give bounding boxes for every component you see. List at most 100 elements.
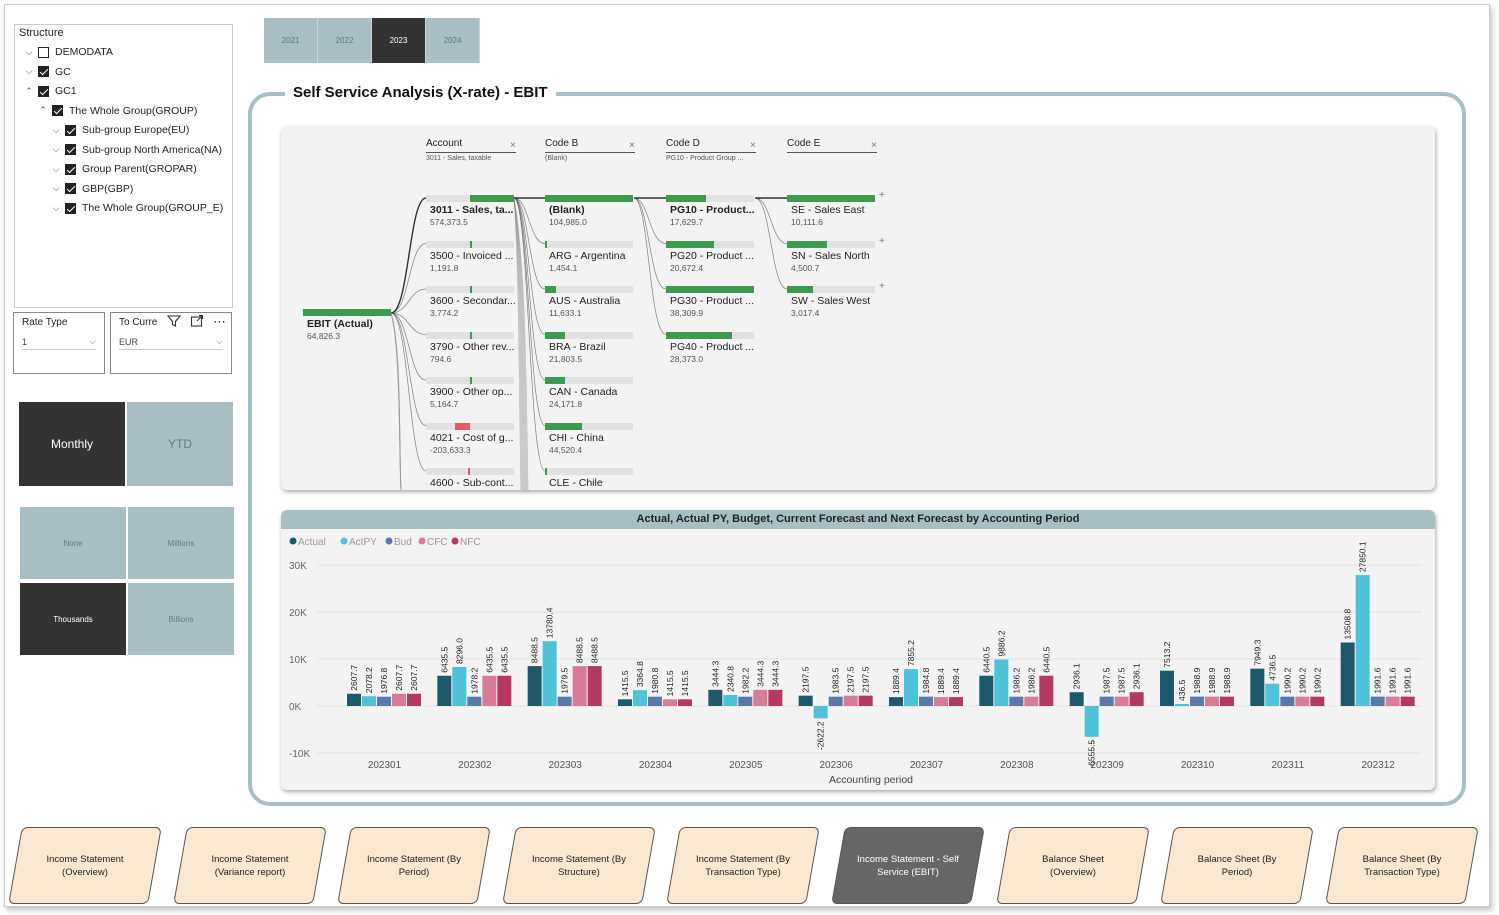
chevron-up-icon[interactable]: ⌃ — [39, 105, 47, 115]
bar[interactable] — [1175, 703, 1189, 706]
chevron-down-icon[interactable]: ⌵ — [52, 144, 60, 154]
scale-thousands-button[interactable]: Thousands — [20, 583, 126, 655]
chevron-down-icon[interactable]: ⌵ — [52, 202, 60, 213]
close-icon[interactable]: × — [510, 140, 516, 151]
bar[interactable] — [1340, 642, 1355, 706]
code-b-node[interactable]: ARG - Argentina 1,454.1 — [545, 240, 635, 275]
code-b-node[interactable]: (Blank) 104,985.0 — [545, 195, 635, 229]
page-nav-tab[interactable]: Balance Sheet (By Transaction Type) — [1325, 827, 1479, 904]
level-header[interactable]: Code B × (Blank) — [545, 138, 637, 168]
rate-type-slicer[interactable]: Rate Type 1 ⌵ — [13, 312, 105, 374]
code-d-node[interactable]: PG10 - Product... 17,629.7 — [666, 195, 756, 229]
bar[interactable] — [904, 669, 918, 706]
legend-item[interactable]: CFC — [418, 537, 448, 548]
bar[interactable] — [663, 699, 677, 706]
bar[interactable] — [557, 696, 572, 706]
code-d-node[interactable]: PG40 - Product ... 28,373.0 — [666, 331, 756, 366]
account-node[interactable]: 3900 - Other op... 5,164.7 — [426, 377, 516, 411]
bar[interactable] — [1265, 683, 1280, 706]
structure-item[interactable]: ⌵ GBP(GBP) — [50, 180, 134, 198]
close-icon[interactable]: × — [871, 140, 877, 151]
level-header[interactable]: Account × 3011 - Sales, taxable — [426, 138, 518, 168]
bar[interactable] — [1190, 696, 1204, 706]
checkbox[interactable] — [38, 66, 49, 77]
close-icon[interactable]: × — [629, 140, 635, 151]
level-header[interactable]: Code E × — [787, 138, 879, 168]
bar[interactable] — [392, 693, 406, 706]
bar[interactable] — [858, 695, 873, 706]
root-node[interactable]: EBIT (Actual) 64,826.3 — [303, 309, 393, 343]
code-d-node[interactable]: PG20 - Product ... 20,672.4 — [666, 240, 756, 275]
bar[interactable] — [467, 696, 482, 706]
scale-millions-button[interactable]: Millions — [128, 507, 234, 579]
chevron-down-icon[interactable]: ⌵ — [89, 336, 96, 346]
year-tab-2024[interactable]: 2024 — [426, 18, 480, 63]
bar[interactable] — [452, 667, 467, 706]
legend-item[interactable]: NFC — [451, 537, 481, 548]
bar[interactable] — [527, 666, 542, 706]
checkbox[interactable] — [52, 105, 63, 116]
bar[interactable] — [1355, 575, 1370, 706]
bar[interactable] — [753, 689, 768, 706]
bar[interactable] — [1024, 696, 1039, 706]
chevron-down-icon[interactable]: ⌵ — [52, 124, 60, 135]
bar[interactable] — [648, 696, 662, 706]
close-icon[interactable]: × — [750, 140, 756, 151]
page-nav-tab[interactable]: Income Statement (Variance report) — [173, 827, 327, 904]
bar[interactable] — [1160, 670, 1174, 706]
bar[interactable] — [407, 693, 421, 706]
code-b-node[interactable]: CAN - Canada 24,171.8 — [545, 377, 635, 411]
ytd-button[interactable]: YTD — [127, 402, 233, 486]
bar[interactable] — [1370, 696, 1385, 706]
code-b-node[interactable]: CHI - China 44,520.4 — [545, 422, 635, 457]
bar[interactable] — [1009, 696, 1024, 706]
bar[interactable] — [768, 689, 783, 706]
code-e-node[interactable]: SW - Sales West 3,017.4 — [787, 286, 877, 320]
structure-item[interactable]: ⌵ DEMODATA — [23, 43, 113, 61]
bar[interactable] — [949, 697, 963, 706]
account-node[interactable]: 3790 - Other rev... 794.6 — [426, 331, 516, 366]
bar[interactable] — [497, 675, 512, 706]
bar[interactable] — [482, 675, 497, 706]
checkbox[interactable] — [38, 85, 49, 97]
scale-none-button[interactable]: None — [20, 507, 126, 579]
checkbox[interactable] — [38, 46, 49, 58]
bar[interactable] — [542, 641, 557, 706]
bar[interactable] — [1084, 706, 1099, 737]
code-b-node[interactable]: BRA - Brazil 21,803.5 — [545, 331, 635, 366]
year-tab-2022[interactable]: 2022 — [318, 18, 372, 63]
bar[interactable] — [1280, 696, 1295, 706]
bar[interactable] — [843, 695, 858, 706]
page-nav-tab[interactable]: Income Statement (By Structure) — [502, 827, 656, 904]
chevron-down-icon[interactable]: ⌵ — [52, 183, 60, 193]
year-tab-2023[interactable]: 2023 — [372, 18, 426, 63]
bar[interactable] — [994, 659, 1009, 706]
account-node[interactable]: 4600 - Sub-cont... — [426, 468, 516, 490]
page-nav-tab[interactable]: Balance Sheet (Overview) — [996, 827, 1150, 904]
year-tab-2021[interactable]: 2021 — [264, 18, 318, 63]
to-currency-slicer[interactable]: To Curre ⋯ EUR ⌵ — [110, 312, 232, 374]
code-b-node[interactable]: AUS - Australia 11,633.1 — [545, 286, 635, 320]
bar[interactable] — [708, 689, 723, 706]
account-node[interactable]: 3600 - Secondar... 3,774.2 — [426, 286, 516, 320]
bar[interactable] — [1400, 696, 1415, 706]
bar[interactable] — [919, 696, 933, 706]
checkbox[interactable] — [65, 183, 76, 194]
scale-billions-button[interactable]: Billions — [128, 583, 234, 655]
monthly-button[interactable]: Monthly — [19, 402, 125, 486]
bar[interactable] — [738, 696, 753, 706]
bar[interactable] — [678, 699, 692, 706]
structure-item[interactable]: ⌵ Sub-group North America(NA) — [50, 141, 222, 159]
account-node[interactable]: 3011 - Sales, ta... 574,373.5 — [426, 195, 516, 229]
bar[interactable] — [1039, 675, 1054, 706]
structure-item[interactable]: ⌵ GC — [23, 63, 71, 81]
code-e-node[interactable]: SE - Sales East 10,111.6 — [787, 195, 877, 229]
bar[interactable] — [618, 699, 632, 706]
checkbox[interactable] — [65, 144, 76, 155]
bar[interactable] — [633, 690, 647, 706]
chevron-down-icon[interactable]: ⌵ — [25, 66, 33, 76]
chevron-down-icon[interactable]: ⌵ — [25, 46, 33, 57]
structure-item[interactable]: ⌵ Sub-group Europe(EU) — [50, 121, 190, 139]
expand-icon[interactable]: + — [879, 190, 885, 201]
chevron-up-icon[interactable]: ⌃ — [25, 85, 33, 96]
